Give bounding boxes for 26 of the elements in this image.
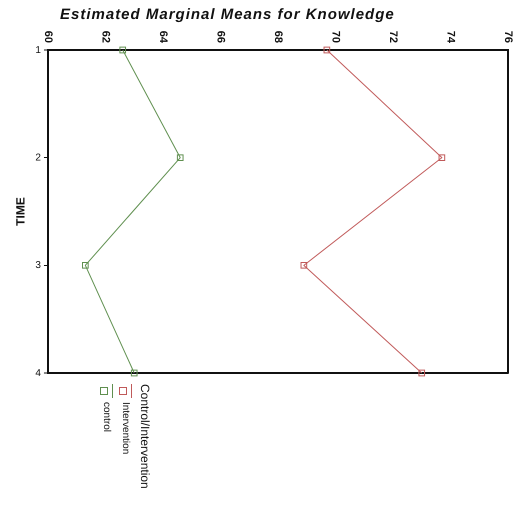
x-tick-label: 70 [329,30,342,43]
y-tick-label: 3 [35,260,42,272]
point [176,154,184,161]
y-tick-label: 4 [35,368,42,379]
legend-title: Control/Intervention [138,384,152,489]
x-tick-label: 74 [444,30,456,44]
x-tick-label: 60 [42,30,54,43]
point [418,370,426,376]
point [324,46,330,54]
x-tick-label: 72 [386,30,399,43]
y-axis-title: TIME [14,197,28,226]
chart-title: Estimated Marginal Means for Knowledge [60,6,396,23]
x-tick-label: 68 [272,30,284,43]
y-tick-label: 2 [35,152,42,164]
point [119,46,126,54]
x-tick-label: 66 [214,30,226,43]
point [438,154,446,161]
x-tick-label: 62 [99,30,112,43]
legend-label: Intervention [120,402,131,454]
legend-label: control [101,402,112,432]
point [82,262,89,269]
point [130,370,138,376]
x-tick-label: 76 [502,30,514,43]
point [300,262,308,269]
x-tick-label: 64 [156,30,169,44]
y-tick-label: 1 [35,44,42,56]
